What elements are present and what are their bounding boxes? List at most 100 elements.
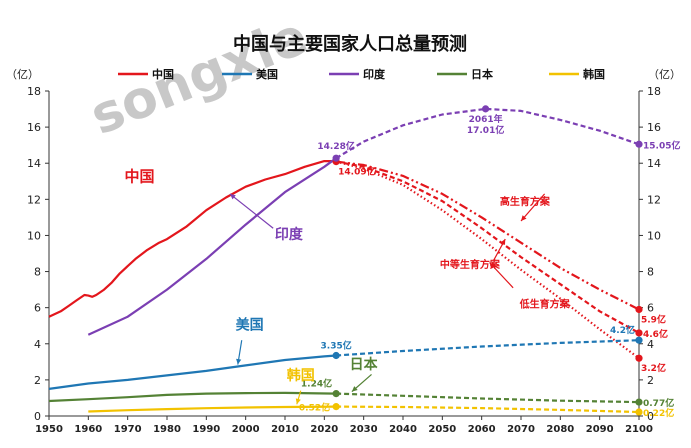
x-tick-label: 1950 bbox=[35, 424, 63, 435]
label-arrow-head bbox=[236, 358, 242, 365]
value-label: 0.77亿 bbox=[643, 397, 674, 409]
left-y-tick-label: 0 bbox=[34, 410, 41, 423]
label-arrow-head bbox=[521, 215, 527, 221]
data-point-marker bbox=[332, 351, 340, 360]
series-line bbox=[335, 160, 640, 334]
series-inline-label: 美国 bbox=[236, 316, 264, 333]
series-line bbox=[48, 160, 337, 318]
x-tick-label: 2080 bbox=[546, 424, 574, 435]
x-tick-label: 2020 bbox=[310, 424, 338, 435]
label-arrow bbox=[489, 262, 514, 289]
series-inline-label: 日本 bbox=[350, 356, 379, 373]
data-point-marker bbox=[635, 408, 643, 416]
right-y-tick-label: 4 bbox=[647, 338, 654, 351]
right-y-tick-label: 10 bbox=[647, 229, 661, 242]
value-label: 0.52亿 bbox=[299, 402, 330, 414]
x-tick-label: 1970 bbox=[114, 424, 142, 435]
x-tick-label: 2090 bbox=[586, 424, 614, 435]
series-inline-label: 高生育方案 bbox=[500, 195, 551, 208]
series-line bbox=[88, 405, 337, 413]
right-unit-label: （亿） bbox=[648, 68, 681, 81]
legend-label: 美国 bbox=[256, 67, 278, 81]
legend-label: 印度 bbox=[363, 67, 386, 81]
data-point-marker bbox=[635, 398, 643, 406]
label-arrow-head bbox=[295, 398, 301, 405]
data-point-marker bbox=[635, 336, 643, 344]
series-inline-label: 印度 bbox=[275, 226, 304, 243]
label-arrow-head bbox=[500, 239, 506, 246]
label-arrow-head bbox=[489, 262, 496, 269]
series-line bbox=[87, 157, 337, 336]
label-arrow-head bbox=[229, 193, 236, 200]
value-label: 17.01亿 bbox=[467, 124, 504, 136]
value-label: 14.28亿 bbox=[317, 140, 354, 152]
series-line bbox=[48, 354, 337, 390]
value-label: 3.2亿 bbox=[641, 362, 666, 374]
left-y-tick-label: 6 bbox=[34, 302, 41, 315]
legend-label: 韩国 bbox=[583, 67, 605, 81]
left-y-tick-label: 2 bbox=[34, 374, 41, 387]
watermark: songxie bbox=[82, 6, 315, 147]
legend-label: 日本 bbox=[471, 67, 493, 81]
value-label: 1.24亿 bbox=[301, 378, 332, 390]
watermark-text: songxie bbox=[82, 6, 315, 147]
series-layer bbox=[48, 107, 640, 414]
left-y-tick-label: 12 bbox=[27, 193, 41, 206]
value-label: 14.09亿 bbox=[338, 166, 375, 178]
series-line bbox=[336, 405, 640, 414]
x-tick-label: 2030 bbox=[350, 424, 378, 435]
left-y-tick-label: 16 bbox=[27, 121, 41, 134]
right-y-tick-label: 18 bbox=[647, 85, 661, 98]
axes: 0 0 2 2 4 4 6 6 8 8 10 10 12 12 14 14 16 16 18 18 1950 1960 19… bbox=[27, 85, 661, 435]
series-inline-label: 低生育方案 bbox=[519, 298, 571, 311]
data-point-marker bbox=[332, 390, 340, 398]
x-tick-label: 2010 bbox=[271, 424, 299, 435]
markers bbox=[332, 105, 643, 416]
x-tick-label: 1990 bbox=[192, 424, 220, 435]
value-label: 4.6亿 bbox=[643, 328, 668, 340]
legend: 中国 美国 印度 日本 韩国 bbox=[118, 67, 605, 81]
right-y-tick-label: 14 bbox=[647, 157, 661, 170]
x-tick-label: 2040 bbox=[389, 424, 417, 435]
series-line bbox=[336, 339, 640, 357]
left-y-tick-label: 14 bbox=[27, 157, 41, 170]
data-point-marker bbox=[635, 354, 643, 362]
left-y-tick-label: 18 bbox=[27, 85, 41, 98]
series-line bbox=[336, 392, 640, 404]
series-line bbox=[335, 160, 640, 311]
series-inline-label: 韩国 bbox=[287, 367, 315, 384]
value-label: 5.9亿 bbox=[641, 313, 666, 325]
value-label: 0.22亿 bbox=[643, 407, 674, 419]
x-tick-label: 2100 bbox=[625, 424, 653, 435]
x-tick-label: 2050 bbox=[428, 424, 456, 435]
x-tick-label: 1960 bbox=[74, 424, 102, 435]
value-label: 4.2亿 bbox=[610, 324, 635, 336]
right-y-tick-label: 2 bbox=[647, 374, 654, 387]
label-arrows bbox=[229, 193, 546, 405]
chart-title: 中国与主要国家人口总量预测 bbox=[233, 33, 467, 55]
right-y-tick-label: 0 bbox=[647, 410, 654, 423]
x-tick-label: 2060 bbox=[468, 424, 496, 435]
x-tick-label: 1980 bbox=[153, 424, 181, 435]
left-unit-label: （亿） bbox=[6, 68, 39, 81]
value-label: 2061年 bbox=[469, 113, 503, 125]
right-y-tick-label: 6 bbox=[647, 302, 654, 315]
left-y-tick-label: 8 bbox=[34, 266, 41, 279]
right-y-tick-label: 16 bbox=[647, 121, 661, 134]
series-inline-label: 中国 bbox=[124, 167, 154, 185]
value-label: 15.05亿 bbox=[643, 139, 680, 151]
data-point-marker bbox=[635, 140, 643, 148]
value-label: 3.35亿 bbox=[321, 340, 352, 352]
x-tick-label: 2070 bbox=[507, 424, 535, 435]
data-point-marker bbox=[332, 403, 340, 411]
left-y-tick-label: 10 bbox=[27, 229, 41, 242]
label-arrow-head bbox=[351, 386, 358, 392]
data-point-marker bbox=[332, 154, 340, 162]
series-inline-label: 中等生育方案 bbox=[440, 258, 501, 271]
label-arrow bbox=[229, 193, 274, 229]
right-y-tick-label: 12 bbox=[647, 193, 661, 206]
data-point-marker bbox=[635, 329, 643, 337]
right-y-tick-label: 8 bbox=[647, 266, 654, 279]
